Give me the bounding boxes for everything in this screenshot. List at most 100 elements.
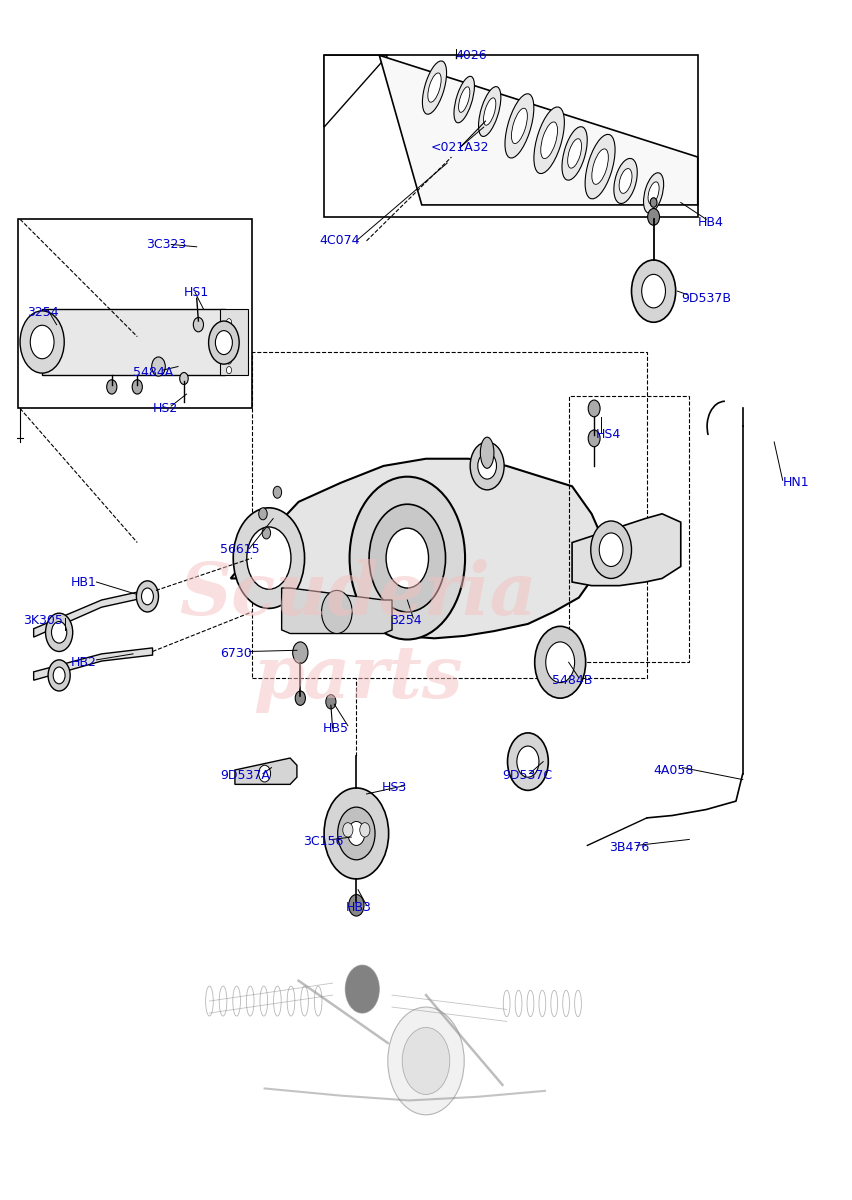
Polygon shape: [34, 648, 153, 680]
Circle shape: [227, 329, 232, 336]
Text: 4026: 4026: [456, 49, 487, 61]
Circle shape: [648, 209, 659, 226]
Ellipse shape: [592, 149, 608, 185]
Circle shape: [348, 894, 364, 916]
Circle shape: [588, 400, 600, 416]
Text: <021A32: <021A32: [430, 140, 489, 154]
Text: 3254: 3254: [390, 614, 422, 626]
Polygon shape: [282, 588, 392, 634]
Polygon shape: [231, 458, 604, 638]
Circle shape: [642, 275, 665, 308]
Ellipse shape: [458, 86, 469, 113]
Ellipse shape: [585, 134, 615, 199]
Text: Scuderia
parts: Scuderia parts: [179, 559, 537, 713]
Bar: [221, 310, 248, 374]
Polygon shape: [379, 55, 698, 205]
Text: 4C074: 4C074: [320, 234, 360, 247]
Circle shape: [53, 667, 65, 684]
Circle shape: [273, 486, 282, 498]
Text: 3C323: 3C323: [146, 238, 186, 251]
Ellipse shape: [648, 182, 659, 204]
Circle shape: [227, 366, 232, 373]
Bar: [568, 396, 689, 662]
Ellipse shape: [484, 98, 496, 125]
Circle shape: [233, 508, 304, 608]
Ellipse shape: [562, 127, 587, 180]
Circle shape: [478, 452, 497, 479]
Circle shape: [599, 533, 623, 566]
Text: 9D537B: 9D537B: [681, 292, 731, 305]
Circle shape: [216, 331, 233, 354]
Circle shape: [152, 356, 165, 376]
Text: 9D537C: 9D537C: [503, 769, 553, 782]
Text: HS1: HS1: [184, 286, 210, 299]
Circle shape: [193, 318, 204, 332]
Ellipse shape: [423, 61, 446, 114]
Text: 3B476: 3B476: [608, 841, 649, 854]
Circle shape: [343, 823, 353, 838]
Bar: [324, 55, 698, 217]
Ellipse shape: [567, 139, 582, 168]
Text: HN1: HN1: [783, 476, 809, 490]
Circle shape: [325, 695, 336, 709]
Ellipse shape: [511, 108, 527, 144]
Text: HS2: HS2: [153, 402, 178, 415]
Circle shape: [360, 823, 370, 838]
Circle shape: [31, 325, 54, 359]
Circle shape: [51, 622, 66, 643]
Circle shape: [349, 476, 465, 640]
Bar: [19, 220, 252, 408]
Circle shape: [388, 1007, 464, 1115]
Text: HB5: HB5: [322, 721, 348, 734]
Circle shape: [631, 260, 676, 323]
Ellipse shape: [534, 107, 564, 174]
Circle shape: [588, 430, 600, 446]
Circle shape: [508, 733, 549, 791]
Circle shape: [259, 508, 268, 520]
Ellipse shape: [479, 86, 501, 137]
Circle shape: [209, 322, 239, 364]
Text: HS3: HS3: [382, 781, 407, 794]
Text: HB3: HB3: [345, 901, 371, 914]
Circle shape: [106, 379, 117, 394]
Circle shape: [259, 766, 271, 782]
Circle shape: [546, 642, 574, 683]
Circle shape: [227, 356, 232, 364]
Circle shape: [348, 822, 365, 846]
Circle shape: [20, 311, 64, 373]
Text: 5484A: 5484A: [133, 366, 173, 379]
Circle shape: [590, 521, 631, 578]
Circle shape: [324, 788, 389, 878]
Text: HB1: HB1: [71, 576, 97, 588]
Circle shape: [180, 372, 188, 384]
Circle shape: [321, 590, 352, 634]
Text: 3K305: 3K305: [23, 614, 62, 626]
Circle shape: [45, 613, 72, 652]
Polygon shape: [235, 758, 296, 785]
Circle shape: [227, 347, 232, 354]
Ellipse shape: [505, 94, 534, 158]
Text: 6730: 6730: [221, 647, 252, 660]
Circle shape: [402, 1027, 450, 1094]
Polygon shape: [324, 55, 388, 127]
Ellipse shape: [481, 437, 494, 468]
Circle shape: [650, 198, 657, 208]
Text: 9D537A: 9D537A: [221, 769, 270, 782]
Circle shape: [48, 660, 70, 691]
Circle shape: [227, 338, 232, 344]
Circle shape: [262, 527, 271, 539]
Circle shape: [535, 626, 585, 698]
Polygon shape: [572, 514, 681, 586]
Ellipse shape: [454, 77, 475, 122]
Text: 5484B: 5484B: [552, 673, 592, 686]
Circle shape: [337, 808, 375, 859]
Text: 56615: 56615: [221, 544, 260, 557]
Circle shape: [517, 746, 539, 778]
Circle shape: [345, 965, 379, 1013]
Ellipse shape: [643, 173, 664, 214]
Ellipse shape: [541, 122, 557, 158]
Circle shape: [470, 442, 504, 490]
Circle shape: [132, 379, 142, 394]
Text: HB4: HB4: [698, 216, 723, 229]
Circle shape: [386, 528, 429, 588]
